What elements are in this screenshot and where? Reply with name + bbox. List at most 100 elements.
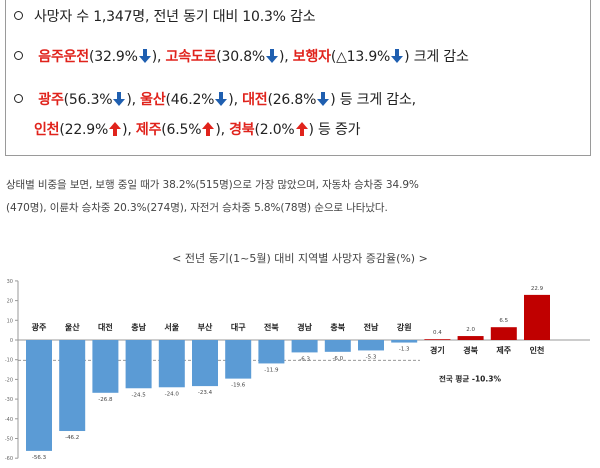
up-arrow-icon — [295, 122, 308, 136]
y-tick-label: 10 — [7, 318, 13, 324]
rate-suffix: ) — [404, 49, 410, 65]
category-label: 충북 — [330, 322, 345, 332]
value-label: -46.2 — [65, 435, 79, 441]
value-label: 0.4 — [433, 330, 442, 336]
circle-bullet-icon — [14, 51, 23, 60]
y-tick-label: -30 — [5, 397, 13, 403]
down-arrow-icon — [317, 92, 330, 106]
value-label: -56.3 — [32, 455, 47, 461]
highlight-label: 보행자 — [292, 49, 331, 65]
separator: , — [157, 49, 166, 65]
rate-value: (46.2% — [165, 92, 215, 108]
category-label: 제주 — [496, 345, 511, 355]
summary-tail-text: 등 증가 — [318, 122, 361, 138]
paragraph-line-1: 상태별 비중을 보면, 보행 중일 때가 38.2%(515명)으로 가장 많았… — [6, 179, 419, 191]
value-label: 22.9 — [531, 286, 544, 292]
highlight-label: 광주 — [38, 92, 64, 108]
highlight-label: 경북 — [229, 122, 255, 138]
rate-suffix: ) — [122, 122, 128, 138]
bar — [457, 336, 484, 340]
rate-suffix: ) — [330, 92, 336, 108]
separator: , — [284, 49, 293, 65]
category-label: 경북 — [463, 345, 478, 355]
circle-bullet-icon — [14, 94, 23, 103]
down-arrow-icon — [215, 92, 228, 106]
summary-line-1: 사망자 수 1,347명, 전년 동기 대비 10.3% 감소 — [14, 6, 316, 26]
summary-tail-text: 크게 감소 — [413, 49, 469, 65]
value-label: -6.0 — [332, 356, 343, 362]
category-label: 울산 — [65, 322, 80, 332]
value-label: -23.4 — [198, 390, 213, 396]
value-label: -24.5 — [131, 392, 146, 398]
summary-box: 사망자 수 1,347명, 전년 동기 대비 10.3% 감소 음주운전(32.… — [5, 0, 591, 156]
bar — [524, 294, 550, 340]
category-label: 전남 — [364, 322, 379, 332]
bar — [125, 340, 152, 389]
bar — [358, 340, 384, 351]
separator: , — [233, 92, 243, 108]
category-label: 전북 — [264, 322, 279, 332]
rate-value: (32.9% — [89, 49, 138, 65]
value-label: -24.0 — [165, 391, 180, 397]
up-arrow-icon — [202, 122, 215, 136]
y-tick-label: 30 — [7, 279, 13, 285]
separator: , — [220, 122, 230, 138]
summary-line-4: 인천(22.9%), 제주(6.5%), 경북(2.0%) 등 증가 — [34, 119, 361, 139]
bar — [158, 340, 185, 388]
rate-suffix: ) — [151, 49, 158, 65]
down-arrow-icon — [266, 49, 279, 63]
rate-value: (30.8% — [216, 49, 266, 65]
value-label: -26.8 — [98, 397, 113, 403]
y-tick-label: 0 — [10, 338, 13, 344]
y-tick-label: -50 — [5, 437, 13, 443]
bar — [59, 340, 86, 432]
bar — [490, 327, 517, 340]
bar-chart: -60 -50 -40 -30 -20 -10 0 10 20 30 전국 평균 -10.3% 광주 -… — [5, 279, 590, 462]
y-tick-label: -20 — [5, 377, 13, 383]
highlight-label: 제주 — [135, 122, 162, 138]
highlight-label: 인천 — [34, 122, 60, 138]
value-label: -6.3 — [299, 356, 310, 362]
value-label: 6.5 — [499, 318, 508, 324]
highlight-label: 대전 — [242, 92, 268, 108]
bar — [324, 340, 351, 352]
category-label: 인천 — [530, 345, 545, 355]
average-reference-label: 전국 평균 -10.3% — [439, 373, 501, 383]
y-tick-label: -10 — [5, 358, 13, 364]
bar — [291, 340, 318, 353]
bar — [424, 339, 451, 340]
value-label: 2.0 — [466, 327, 475, 333]
separator: , — [127, 122, 136, 138]
bar — [26, 340, 52, 451]
y-tick-label: -40 — [5, 417, 13, 423]
y-tick-label: -60 — [5, 456, 13, 462]
summary-line-3: 광주(56.3%), 울산(46.2%), 대전(26.8%) 등 크게 감소, — [14, 89, 416, 109]
rate-value: (△13.9% — [330, 49, 391, 65]
category-label: 부산 — [198, 322, 213, 332]
rate-value: (56.3% — [63, 92, 113, 108]
category-label: 대구 — [231, 322, 246, 332]
category-label: 충남 — [131, 322, 146, 332]
rate-value: (2.0% — [254, 122, 295, 138]
up-arrow-icon — [109, 122, 122, 136]
category-label: 광주 — [32, 322, 47, 332]
bar — [258, 340, 285, 364]
bar — [391, 340, 418, 343]
rate-suffix: ) — [228, 92, 234, 108]
down-arrow-icon — [113, 92, 126, 106]
value-label: -19.6 — [231, 383, 246, 389]
category-label: 경남 — [297, 322, 312, 332]
circle-bullet-icon — [14, 11, 23, 20]
value-label: -1.3 — [399, 347, 410, 353]
category-label: 대전 — [98, 322, 113, 332]
down-arrow-icon — [138, 49, 151, 63]
value-label: -11.9 — [264, 367, 279, 373]
summary-line-1-text: 사망자 수 1,347명, 전년 동기 대비 10.3% 감소 — [34, 9, 316, 25]
rate-suffix: ) — [215, 122, 221, 138]
separator: , — [131, 92, 141, 108]
paragraph-line-2: (470명), 이륜차 승차중 20.3%(274명), 자전거 승차중 5.8… — [6, 202, 388, 214]
y-tick-label: 20 — [7, 299, 13, 305]
rate-suffix: ) — [279, 49, 285, 65]
rate-suffix: ) — [308, 122, 314, 138]
category-label: 강원 — [397, 322, 412, 332]
